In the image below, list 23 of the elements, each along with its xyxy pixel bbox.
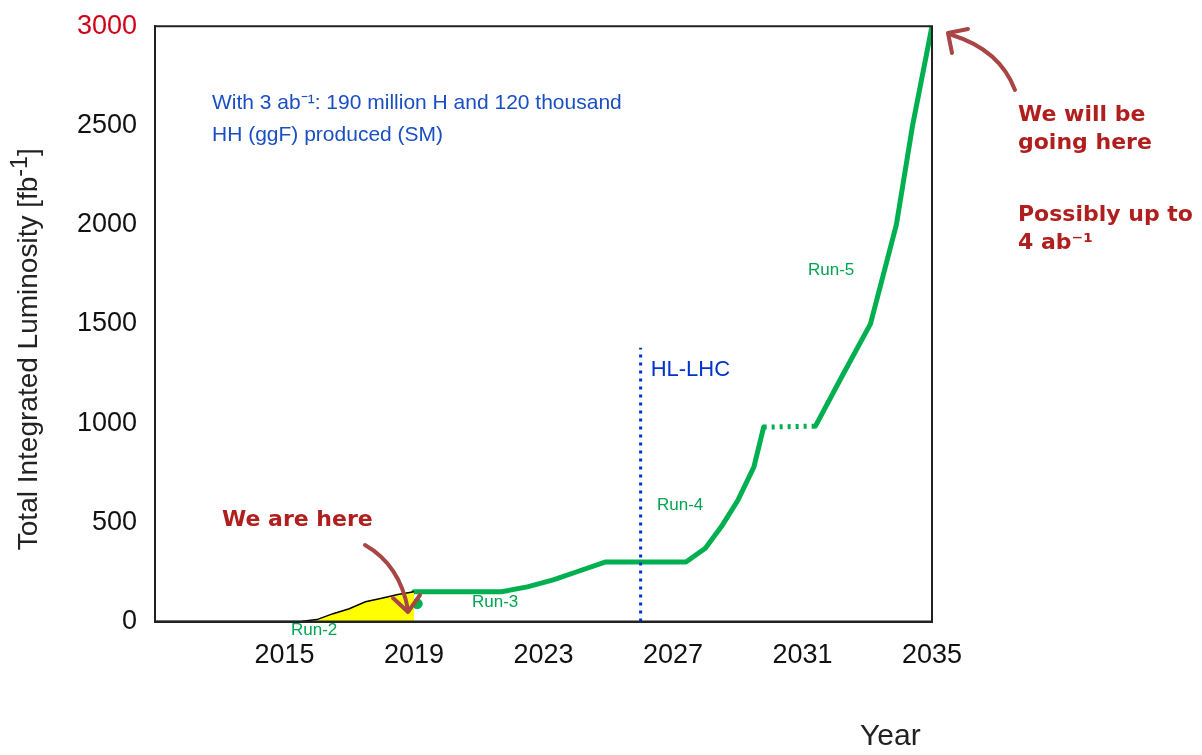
annotation: We are here	[222, 505, 374, 533]
ref-line-label: HL-LHC	[650, 355, 731, 381]
annotation: Run-2	[291, 620, 339, 640]
y-tick-label: 1000	[76, 406, 137, 437]
annotation: Run-5	[808, 260, 856, 280]
x-axis-title: Year	[860, 718, 921, 752]
x-tick-label: 2015	[254, 639, 315, 670]
x-tick-label: 2027	[642, 639, 704, 670]
annotation: Run-4	[657, 495, 705, 515]
text: We will be going here	[1018, 100, 1153, 156]
y-tick-label: 1500	[76, 307, 137, 338]
y-tick-label: 0	[121, 605, 137, 636]
x-tick-label: 2019	[383, 639, 445, 670]
y-tick-label: 500	[91, 505, 137, 536]
y-tick-label: 3000	[76, 9, 137, 40]
x-tick-label: 2023	[513, 639, 574, 670]
y-tick-label: 2000	[76, 208, 137, 239]
x-tick-label: 2031	[772, 639, 833, 670]
annotation: Run-3	[472, 592, 520, 612]
y-tick-label: 2500	[76, 108, 137, 139]
x-tick-label: 2035	[901, 639, 963, 670]
annotation: With 3 ab⁻¹: 190 million H and 120 thousand HH (ggF) produced (SM)	[212, 89, 623, 147]
text: Possibly up to 4 ab⁻¹	[1018, 200, 1193, 256]
